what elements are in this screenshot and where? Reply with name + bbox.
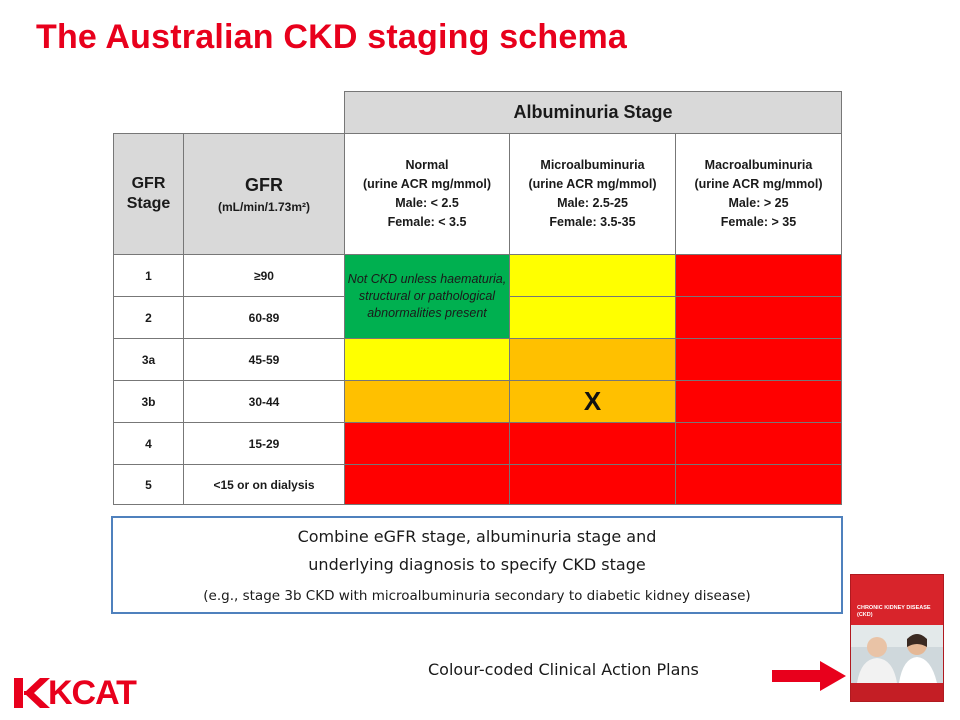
risk-cell-r4-c2: X: [509, 380, 676, 423]
row-gfr-4: 15-29: [183, 422, 345, 465]
combine-example: (e.g., stage 3b CKD with microalbuminuri…: [203, 588, 751, 604]
kcat-logo-text: KCAT: [48, 674, 137, 712]
risk-cell-r6-c3: [675, 464, 842, 505]
booklet-cover-image: CHRONIC KIDNEY DISEASE (CKD): [850, 574, 944, 702]
albuminuria-stage-header: Albuminuria Stage: [344, 91, 842, 134]
risk-cell-r6-c2: [509, 464, 676, 505]
right-arrow-icon: [772, 661, 846, 691]
row-gfr-2: 60-89: [183, 296, 345, 339]
risk-cell-r4-c3: [675, 380, 842, 423]
risk-cell-r3-c2: [509, 338, 676, 381]
example-marker: X: [583, 386, 602, 416]
row-stage-1: 1: [113, 254, 184, 297]
slide-title: The Australian CKD staging schema: [36, 18, 628, 56]
row-gfr-1: ≥90: [183, 254, 345, 297]
gfr-stage-header: GFR Stage: [113, 133, 184, 255]
risk-cell-r5-c1: [344, 422, 510, 465]
risk-cell-r2-c2: [509, 296, 676, 339]
row-stage-5: 5: [113, 464, 184, 505]
action-plans-label: Colour-coded Clinical Action Plans: [428, 660, 699, 679]
risk-cell-r1-c2: [509, 254, 676, 297]
combine-line-2: underlying diagnosis to specify CKD stag…: [308, 555, 646, 574]
risk-cell-r2-c3: [675, 296, 842, 339]
albuminuria-col-macro: Macroalbuminuria (urine ACR mg/mmol) Mal…: [675, 133, 842, 255]
risk-cell-r5-c2: [509, 422, 676, 465]
row-stage-2: 2: [113, 296, 184, 339]
risk-cell-r1-c3: [675, 254, 842, 297]
booklet-title: CHRONIC KIDNEY DISEASE (CKD): [857, 605, 931, 618]
risk-cell-r6-c1: [344, 464, 510, 505]
row-stage-4: 4: [113, 422, 184, 465]
row-gfr-3a: 45-59: [183, 338, 345, 381]
risk-cell-r3-c3: [675, 338, 842, 381]
gfr-header: GFR (mL/min/1.73m²): [183, 133, 345, 255]
risk-cell-r4-c1: [344, 380, 510, 423]
doctor-photo-icon: [851, 625, 943, 683]
not-ckd-note: Not CKD unless haematuria, structural or…: [347, 272, 507, 320]
kcat-logo-mark-icon: [14, 678, 50, 708]
albuminuria-col-normal: Normal (urine ACR mg/mmol) Male: < 2.5 F…: [344, 133, 510, 255]
row-stage-3b: 3b: [113, 380, 184, 423]
risk-cell-r5-c3: [675, 422, 842, 465]
risk-cell-r3-c1: [344, 338, 510, 381]
row-stage-3a: 3a: [113, 338, 184, 381]
combine-info-box: Combine eGFR stage, albuminuria stage an…: [111, 516, 843, 614]
row-gfr-3b: 30-44: [183, 380, 345, 423]
risk-cell-green-merged: Not CKD unless haematuria, structural or…: [344, 254, 510, 339]
booklet-footer: [851, 683, 943, 701]
combine-line-1: Combine eGFR stage, albuminuria stage an…: [297, 527, 657, 546]
row-gfr-5: <15 or on dialysis: [183, 464, 345, 505]
albuminuria-col-micro: Microalbuminuria (urine ACR mg/mmol) Mal…: [509, 133, 676, 255]
